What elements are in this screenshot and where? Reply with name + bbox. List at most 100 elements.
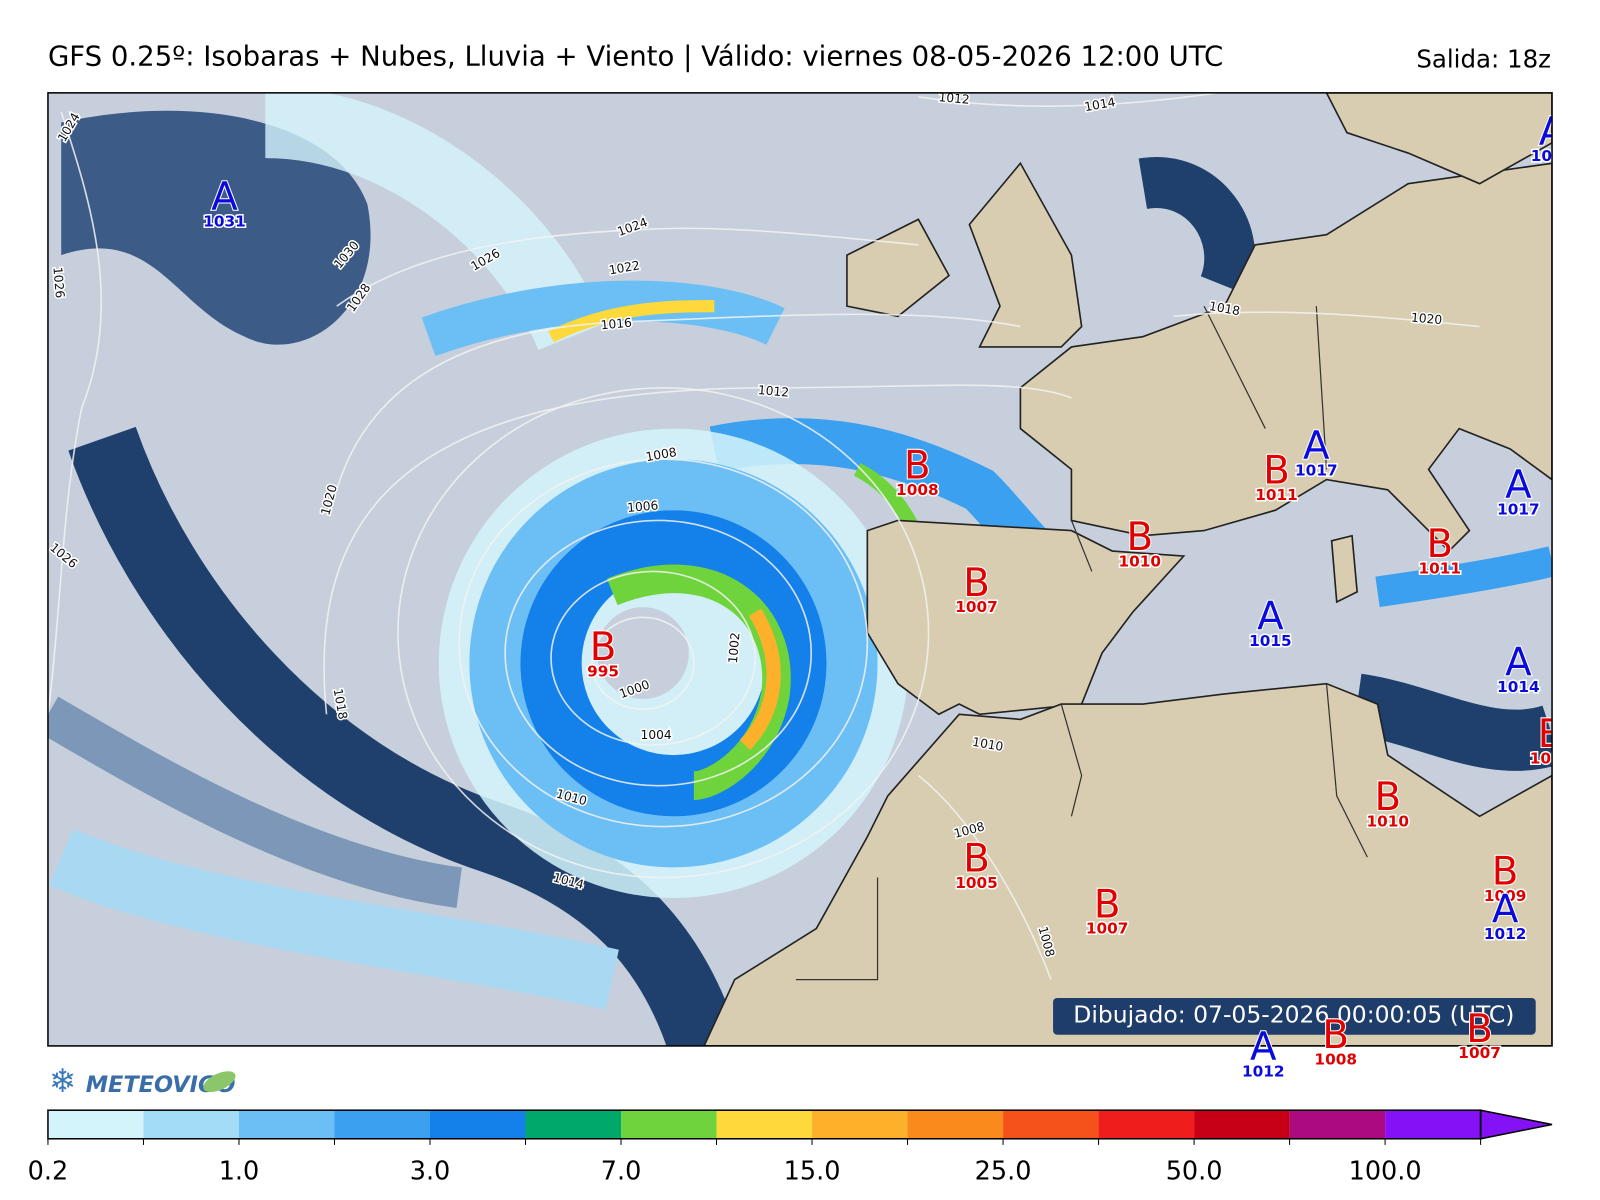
isobar-label: 1004	[641, 728, 672, 742]
colorbar-swatch	[716, 1110, 813, 1139]
isobar-label: 1020	[1410, 311, 1442, 328]
cloud-band	[61, 110, 371, 345]
center-value: 1010	[1366, 813, 1409, 831]
center-value: 1015	[1249, 632, 1292, 650]
center-value: 1031	[203, 213, 246, 231]
center-value: 1017	[1295, 462, 1338, 480]
isobar-label: 1018	[331, 687, 350, 720]
center-value: 1009	[1484, 887, 1527, 905]
center-letter: B	[1094, 882, 1121, 927]
colorbar-swatch	[143, 1110, 239, 1139]
cloud-band	[68, 426, 739, 1046]
center-letter: A	[1257, 595, 1284, 640]
isobar-label: 1026	[50, 266, 67, 298]
cloud-band	[1138, 157, 1256, 296]
center-letter: B	[1492, 850, 1519, 895]
center-value: 1017	[1497, 500, 1540, 518]
colorbar-swatch	[621, 1110, 717, 1139]
colorbar-label: 50.0	[1166, 1157, 1223, 1187]
borders	[795, 305, 1368, 981]
center-letter: A	[211, 175, 238, 220]
land-island	[1330, 534, 1359, 604]
center-value: 1011	[1255, 486, 1298, 504]
isobar-label: 1006	[627, 498, 659, 515]
colorbar-swatch	[1003, 1110, 1099, 1139]
colorbar-swatch	[907, 1110, 1004, 1139]
isobar	[47, 111, 103, 715]
center-value: 1010	[1530, 749, 1573, 767]
logo-icon: ❄	[49, 1062, 76, 1100]
center-letter: A	[1505, 463, 1532, 508]
cloud-band	[49, 828, 619, 1010]
colorbar-swatch	[1098, 1110, 1195, 1139]
center-letter: B	[1466, 1007, 1493, 1052]
cloud-band	[1352, 673, 1553, 771]
center-value: 1014	[1497, 678, 1540, 696]
colorbar-label: 100.0	[1349, 1157, 1422, 1187]
colorbar-swatch	[47, 1110, 144, 1139]
rain-ring	[739, 608, 781, 750]
center-value: 1008	[1314, 1050, 1357, 1068]
center-value: 1007	[955, 598, 998, 616]
isobar	[591, 616, 695, 710]
isobar	[1173, 311, 1480, 328]
center-value: 1010	[1119, 552, 1162, 570]
isobar	[917, 774, 1052, 980]
map-frame	[47, 92, 1553, 1047]
colorbar-arrow	[1479, 1109, 1553, 1140]
cloud-band	[47, 696, 462, 908]
center-letter: B	[963, 836, 990, 881]
center-letter: A	[1505, 641, 1532, 686]
rain-ring	[469, 459, 878, 868]
center-letter: A	[1492, 887, 1519, 932]
colorbar-label: 3.0	[410, 1157, 451, 1187]
colorbar-swatch	[1385, 1110, 1481, 1139]
colorbar-swatch	[812, 1110, 908, 1139]
center-letter: B	[590, 625, 617, 670]
land-ireland	[846, 218, 951, 318]
center-letter: B	[1374, 775, 1401, 820]
land-iberia	[866, 519, 1186, 716]
drawn-timestamp: Dibujado: 07-05-2026 00:00:05 (UTC)	[1073, 1000, 1514, 1028]
colorbar: 0.2 1.0 3.0 7.0 15.0 25.0 50.0 100.0	[28, 1109, 1553, 1187]
center-value: 1005	[955, 874, 998, 892]
rain-band	[1375, 546, 1553, 607]
land-britain	[968, 161, 1083, 348]
colorbar-label: 15.0	[784, 1157, 841, 1187]
center-value: 1027	[1531, 147, 1574, 165]
isobar	[550, 570, 756, 746]
isobar	[504, 519, 813, 787]
isobar-label: 1016	[600, 316, 632, 333]
center-letter: A	[1250, 1025, 1277, 1070]
center-letter: A	[1303, 424, 1330, 469]
isobar	[397, 386, 930, 879]
center-value: 1012	[1242, 1063, 1285, 1081]
center-letter: B	[904, 444, 931, 489]
isobar	[336, 227, 919, 307]
center-value: 1008	[896, 481, 939, 499]
drawn-box	[1053, 997, 1536, 1035]
center-letter: B	[1322, 1013, 1349, 1058]
isobars	[47, 92, 1480, 980]
center-letter: A	[1539, 110, 1566, 155]
center-letter: B	[1538, 712, 1565, 757]
land-europe	[1019, 162, 1553, 553]
run-label: Salida: 18z	[1416, 44, 1551, 73]
colorbar-label: 0.2	[28, 1157, 69, 1187]
center-letter: B	[1263, 449, 1290, 494]
center-letter: B	[1426, 522, 1453, 567]
rain-band	[548, 300, 715, 343]
isobar	[335, 313, 1021, 491]
colorbar-swatch	[430, 1110, 526, 1139]
map-title: GFS 0.25º: Isobaras + Nubes, Lluvia + Vi…	[48, 40, 1223, 72]
colorbar-swatch	[1194, 1110, 1290, 1139]
colorbar-swatch	[525, 1110, 622, 1139]
colorbar-label: 25.0	[975, 1157, 1032, 1187]
logo-leaf	[203, 1071, 236, 1093]
colorbar-frame	[47, 1109, 1482, 1140]
land-africa	[703, 682, 1553, 1046]
center-value: 1012	[1484, 925, 1527, 943]
